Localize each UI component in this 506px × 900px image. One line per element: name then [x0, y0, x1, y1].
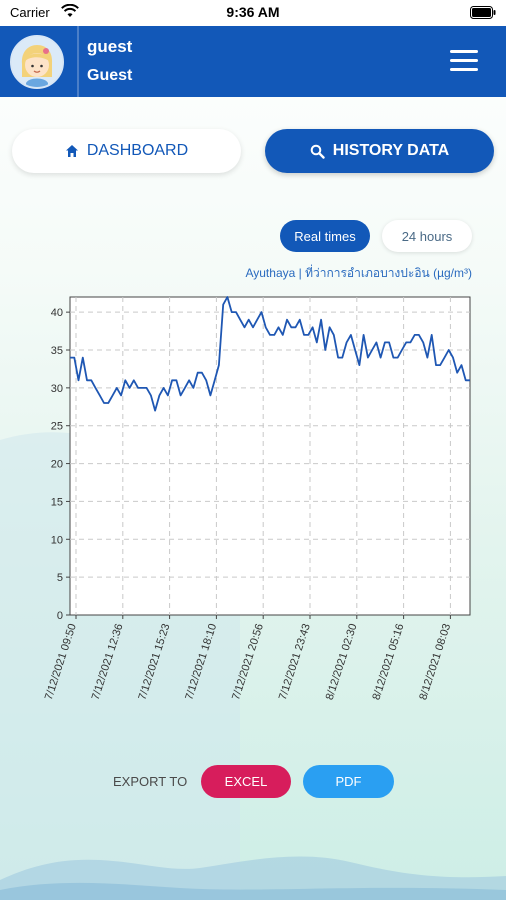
y-tick-label: 15 [51, 496, 63, 508]
dashboard-label: DASHBOARD [86, 142, 189, 159]
battery-icon [470, 6, 496, 19]
export-excel-button[interactable]: EXCEL [201, 765, 291, 798]
hamburger-menu-icon[interactable] [450, 50, 478, 72]
x-tick-label: 7/12/2021 20:56 [230, 622, 266, 701]
export-pdf-button[interactable]: PDF [303, 765, 394, 798]
search-icon [310, 144, 325, 159]
pm-line-chart: 0 5 10 15 20 25 30 35 40 7/12/2021 09:50 7/12/202… [43, 296, 471, 702]
y-tick-label: 10 [51, 534, 63, 546]
history-data-button[interactable]: HISTORY DATA [265, 129, 494, 173]
plot-area [69, 296, 471, 616]
avatar[interactable] [10, 35, 64, 89]
y-tick-label: 5 [57, 572, 63, 584]
user-name: guest [87, 37, 133, 56]
chart-caption: Ayuthaya | ที่ว่าการอำเภอบางปะอิน (µg/m³… [245, 266, 472, 280]
status-bar: Carrier 9:36 AM [0, 0, 506, 26]
y-tick-label: 30 [51, 383, 63, 395]
y-tick-label: 35 [51, 345, 63, 357]
x-tick-label: 8/12/2021 05:16 [370, 622, 406, 701]
x-tick-label: 8/12/2021 02:30 [324, 622, 360, 701]
wifi-icon [61, 4, 79, 17]
y-tick-label: 0 [57, 610, 63, 622]
y-tick-label: 25 [51, 421, 63, 433]
realtime-toggle[interactable]: Real times [280, 220, 370, 252]
24-hours-toggle[interactable]: 24 hours [382, 220, 472, 252]
x-tick-label: 7/12/2021 15:23 [136, 622, 172, 701]
x-tick-label: 7/12/2021 09:50 [43, 622, 79, 701]
pm-series-line [70, 296, 470, 412]
avatar-icon [12, 37, 62, 87]
carrier-label: Carrier [10, 5, 50, 20]
x-tick-label: 7/12/2021 12:36 [90, 622, 126, 701]
app-header: guest Guest [0, 26, 506, 97]
x-tick-label: 7/12/2021 23:43 [277, 622, 313, 701]
x-tick-label: 8/12/2021 08:03 [417, 622, 453, 701]
x-tick-label: 7/12/2021 18:10 [183, 622, 219, 701]
export-label: EXPORT TO [113, 774, 188, 789]
status-time: 9:36 AM [226, 4, 280, 20]
dashboard-button[interactable]: DASHBOARD [12, 129, 241, 173]
y-tick-label: 20 [51, 459, 63, 471]
user-role: Guest [87, 67, 133, 84]
y-tick-label: 40 [51, 307, 63, 319]
history-data-label: HISTORY DATA [332, 142, 450, 159]
home-icon [65, 145, 78, 157]
header-divider [77, 26, 79, 97]
